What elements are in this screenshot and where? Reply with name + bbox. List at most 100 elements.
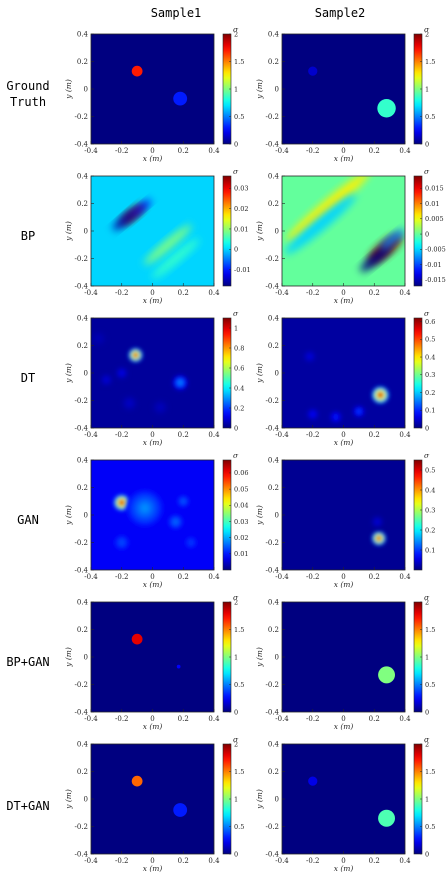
colorbar-tick-label: 0.5 bbox=[234, 823, 244, 831]
x-tick-label: 0 bbox=[341, 289, 345, 297]
row-label-bp: BP bbox=[20, 229, 36, 243]
heatmap-feature bbox=[167, 514, 184, 530]
y-axis-label: y (m) bbox=[255, 505, 264, 526]
heatmap-panel: -0.4 -0.2 0 0.2 0.4 -0.4 -0.2 0 0.2 0.4 x (m) y (m)… bbox=[255, 167, 446, 305]
x-tick-label: 0.2 bbox=[369, 431, 380, 439]
y-tick-label: 0.2 bbox=[77, 626, 88, 634]
y-tick-label: 0.2 bbox=[77, 342, 88, 350]
x-tick-label: -0.2 bbox=[306, 289, 320, 297]
y-axis-label: y (m) bbox=[255, 647, 264, 668]
x-tick-label: -0.4 bbox=[84, 289, 98, 297]
y-axis-label: y (m) bbox=[255, 789, 264, 810]
heatmap-image bbox=[282, 176, 405, 286]
heatmap-feature bbox=[284, 194, 356, 255]
colorbar-tick-label: 0.3 bbox=[425, 506, 435, 514]
y-tick-label: -0.2 bbox=[266, 539, 280, 547]
x-tick-label: -0.2 bbox=[115, 715, 129, 723]
heatmap-background bbox=[282, 34, 405, 144]
x-axis-label: x (m) bbox=[334, 154, 354, 163]
colorbar-tick-label: 0.01 bbox=[234, 225, 248, 233]
heatmap-feature bbox=[100, 373, 113, 387]
heatmap-feature bbox=[380, 228, 405, 250]
y-tick-label: 0.2 bbox=[77, 58, 88, 66]
x-axis-label: x (m) bbox=[143, 296, 163, 305]
y-tick-label: -0.4 bbox=[75, 851, 89, 859]
colorbar: 0.1 0.2 0.3 0.4 0.5 σ bbox=[413, 451, 435, 571]
heatmap-background bbox=[91, 602, 214, 712]
colorbar-tick-label: 0 bbox=[425, 708, 429, 716]
colorbar-unit: σ bbox=[233, 167, 239, 176]
colorbar-tick-label: 0.2 bbox=[425, 389, 435, 397]
y-tick-label: 0.4 bbox=[77, 741, 89, 749]
row-label-dt-gan: DT+GAN bbox=[6, 799, 50, 813]
heatmap-image bbox=[91, 460, 214, 570]
y-tick-label: 0 bbox=[275, 228, 279, 236]
x-tick-label: -0.2 bbox=[115, 431, 129, 439]
colorbar-tick-label: 0.03 bbox=[234, 518, 248, 526]
colorbar-tick-label: 0.2 bbox=[425, 526, 435, 534]
heatmap-image bbox=[91, 176, 214, 286]
colorbar-unit: σ bbox=[424, 451, 430, 460]
heatmap-panel: -0.4 -0.2 0 0.2 0.4 -0.4 -0.2 0 0.2 0.4 x (m) y (m)… bbox=[64, 25, 244, 163]
x-tick-label: 0.4 bbox=[399, 147, 411, 155]
x-tick-label: 0.4 bbox=[399, 715, 411, 723]
heatmap-image bbox=[91, 34, 214, 144]
colorbar-tick-label: 0.8 bbox=[234, 344, 244, 352]
colorbar-tick-label: 0.5 bbox=[425, 113, 435, 121]
row-label-gan: GAN bbox=[17, 513, 39, 527]
colorbar-tick-label: 0.05 bbox=[234, 485, 248, 493]
y-tick-label: -0.4 bbox=[266, 141, 280, 149]
colorbar-unit: σ bbox=[233, 735, 239, 744]
colorbar-unit: σ bbox=[424, 25, 430, 34]
x-tick-label: 0.2 bbox=[178, 431, 189, 439]
x-axis-label: x (m) bbox=[143, 722, 163, 731]
y-axis-label: y (m) bbox=[64, 647, 73, 668]
y-tick-label: -0.2 bbox=[75, 255, 89, 263]
colorbar-tick-label: 1.5 bbox=[234, 626, 244, 634]
heatmap-feature bbox=[114, 494, 130, 511]
colorbar-tick-label: 0.015 bbox=[425, 185, 444, 193]
y-tick-label: 0 bbox=[84, 86, 88, 94]
x-tick-label: -0.2 bbox=[115, 857, 129, 865]
colorbar-tick-label: 0.01 bbox=[234, 550, 248, 558]
y-tick-label: 0.2 bbox=[77, 484, 88, 492]
colorbar-unit: σ bbox=[424, 167, 430, 176]
colorbar-tick-label: 0.4 bbox=[425, 486, 435, 494]
y-tick-label: 0.4 bbox=[268, 599, 280, 607]
colorbar-tick-label: 0.4 bbox=[234, 384, 244, 392]
x-tick-label: 0.2 bbox=[178, 857, 189, 865]
x-tick-label: -0.4 bbox=[84, 715, 98, 723]
heatmap-feature bbox=[286, 176, 370, 242]
x-tick-label: 0.4 bbox=[399, 573, 411, 581]
y-tick-label: -0.4 bbox=[266, 283, 280, 291]
x-tick-label: 0.4 bbox=[208, 715, 220, 723]
heatmap-background bbox=[91, 176, 214, 286]
heatmap-feature bbox=[144, 224, 192, 265]
x-tick-label: -0.4 bbox=[84, 431, 98, 439]
heatmap-background bbox=[282, 602, 405, 712]
colorbar-tick-label: 0.3 bbox=[425, 371, 435, 379]
row-label-bp-gan: BP+GAN bbox=[6, 655, 50, 669]
y-tick-label: 0 bbox=[84, 512, 88, 520]
colorbar: 0 0.5 1 1.5 2σ bbox=[413, 25, 435, 148]
x-tick-label: 0.4 bbox=[208, 147, 220, 155]
x-tick-label: -0.4 bbox=[275, 431, 289, 439]
heatmap-background bbox=[91, 34, 214, 144]
colorbar-tick-label: 1.5 bbox=[234, 768, 244, 776]
x-tick-label: 0 bbox=[341, 431, 345, 439]
heatmap-feature bbox=[131, 65, 143, 77]
heatmap-feature bbox=[371, 386, 389, 404]
colorbar-tick-label: 0.4 bbox=[425, 353, 435, 361]
colorbar-tick-label: 0.5 bbox=[425, 823, 435, 831]
y-tick-label: 0.2 bbox=[268, 342, 279, 350]
colorbar-tick-label: 1 bbox=[234, 795, 238, 803]
heatmap-panel: -0.4 -0.2 0 0.2 0.4 -0.4 -0.2 0 0.2 0.4 x (m) y (m)… bbox=[255, 593, 435, 731]
y-tick-label: -0.4 bbox=[75, 567, 89, 575]
x-axis-label: x (m) bbox=[143, 580, 163, 589]
y-tick-label: 0 bbox=[84, 228, 88, 236]
colorbar-tick-label: 1.5 bbox=[234, 58, 244, 66]
y-tick-label: 0.2 bbox=[77, 200, 88, 208]
y-tick-label: 0.4 bbox=[77, 457, 89, 465]
heatmap-panel: -0.4 -0.2 0 0.2 0.4 -0.4 -0.2 0 0.2 0.4 x (m) y (m)… bbox=[64, 451, 248, 589]
y-tick-label: -0.4 bbox=[75, 425, 89, 433]
